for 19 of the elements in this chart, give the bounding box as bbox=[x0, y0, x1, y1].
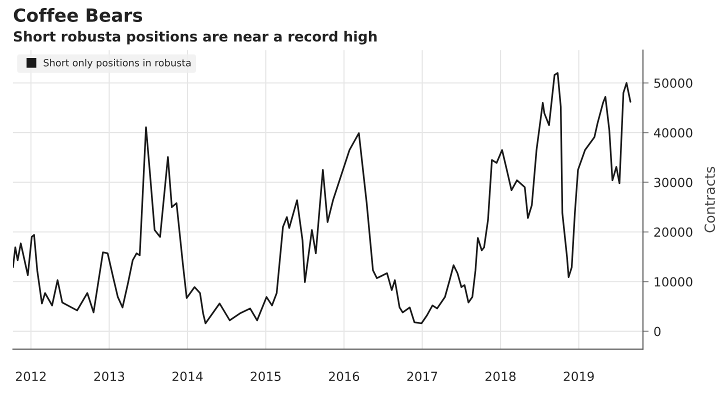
chart-subtitle: Short robusta positions are near a record high bbox=[14, 30, 377, 44]
x-tick-label: 2014 bbox=[172, 372, 203, 382]
y-tick-label: 30000 bbox=[654, 178, 692, 188]
x-tick-label: 2017 bbox=[407, 372, 438, 382]
x-tick-label: 2012 bbox=[16, 372, 46, 382]
y-tick-label: 0 bbox=[654, 326, 660, 336]
y-tick-label: 40000 bbox=[654, 128, 692, 138]
x-tick-label: 2016 bbox=[329, 372, 360, 382]
y-tick-label: 50000 bbox=[654, 78, 692, 88]
y-tick-label: 20000 bbox=[654, 227, 692, 237]
line-series bbox=[12, 72, 632, 324]
y-axis-title: Contracts bbox=[704, 166, 716, 232]
y-tick-label: 10000 bbox=[654, 277, 692, 287]
x-tick-label: 2015 bbox=[250, 372, 281, 382]
chart-title: Coffee Bears bbox=[14, 8, 142, 22]
x-tick-label: 2019 bbox=[564, 372, 594, 382]
x-tick-label: 2013 bbox=[94, 372, 124, 382]
x-tick-label: 2018 bbox=[486, 372, 516, 382]
legend-label: Short only positions in robusta bbox=[44, 58, 191, 68]
